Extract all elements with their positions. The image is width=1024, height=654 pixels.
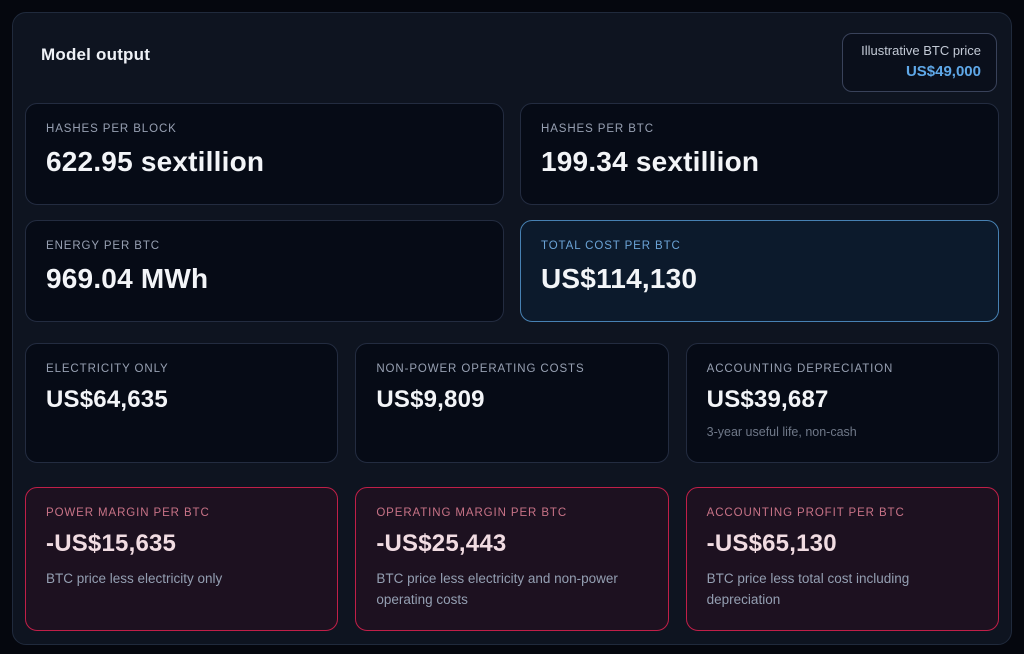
card-operating-margin-per-btc: OPERATING MARGIN PER BTC -US$25,443 BTC … — [355, 487, 669, 631]
card-total-cost-per-btc: TOTAL COST PER BTC US$114,130 — [520, 220, 999, 322]
card-electricity-only: ELECTRICITY ONLY US$64,635 — [25, 343, 339, 463]
card-label: HASHES PER BTC — [541, 123, 654, 135]
card-value: -US$65,130 — [706, 530, 837, 557]
card-note: BTC price less electricity and non-power… — [376, 571, 618, 607]
card-power-margin-per-btc: POWER MARGIN PER BTC -US$15,635 BTC pric… — [25, 487, 339, 631]
btc-price-badge-label: Illustrative BTC price — [861, 43, 981, 58]
card-label: ACCOUNTING DEPRECIATION — [706, 363, 894, 375]
card-note: 3-year useful life, non-cash — [706, 425, 857, 439]
card-accounting-profit-per-btc: ACCOUNTING PROFIT PER BTC -US$65,130 BTC… — [685, 487, 999, 631]
row-cost-breakdown: ELECTRICITY ONLY US$64,635 NON-POWER OPE… — [25, 343, 999, 463]
row-hashes: HASHES PER BLOCK 622.95 sextillion HASHE… — [25, 103, 999, 205]
card-value: US$39,687 — [706, 386, 829, 413]
card-value: 969.04 MWh — [46, 263, 209, 294]
card-value: -US$15,635 — [46, 530, 177, 557]
card-value: 622.95 sextillion — [46, 146, 265, 177]
btc-price-badge: Illustrative BTC price US$49,000 — [842, 33, 997, 92]
card-accounting-depreciation: ACCOUNTING DEPRECIATION US$39,687 3-year… — [685, 343, 999, 463]
card-label: POWER MARGIN PER BTC — [46, 507, 210, 519]
card-label: NON-POWER OPERATING COSTS — [376, 363, 585, 375]
page-title: Model output — [41, 45, 151, 64]
card-label: ELECTRICITY ONLY — [46, 363, 169, 375]
card-hashes-per-btc: HASHES PER BTC 199.34 sextillion — [520, 103, 999, 205]
card-label: ACCOUNTING PROFIT PER BTC — [706, 507, 905, 519]
card-value: 199.34 sextillion — [541, 146, 760, 177]
card-non-power-operating-costs: NON-POWER OPERATING COSTS US$9,809 — [355, 343, 669, 463]
btc-price-badge-value: US$49,000 — [905, 62, 981, 80]
card-hashes-per-block: HASHES PER BLOCK 622.95 sextillion — [25, 103, 504, 205]
card-value: US$64,635 — [46, 386, 168, 413]
card-note: BTC price less electricity only — [46, 571, 223, 586]
card-value: -US$25,443 — [376, 530, 507, 557]
card-label: ENERGY PER BTC — [46, 240, 160, 252]
row-energy-cost: ENERGY PER BTC 969.04 MWh TOTAL COST PER… — [25, 220, 999, 322]
card-label: TOTAL COST PER BTC — [541, 240, 681, 252]
card-value: US$9,809 — [376, 386, 485, 413]
card-energy-per-btc: ENERGY PER BTC 969.04 MWh — [25, 220, 504, 322]
model-output-panel: Model output Illustrative BTC price US$4… — [12, 12, 1012, 645]
panel-header: Model output Illustrative BTC price US$4… — [25, 33, 999, 103]
card-note: BTC price less total cost including depr… — [706, 571, 910, 607]
card-label: HASHES PER BLOCK — [46, 123, 177, 135]
card-value: US$114,130 — [541, 263, 698, 294]
row-margins: POWER MARGIN PER BTC -US$15,635 BTC pric… — [25, 487, 999, 631]
card-label: OPERATING MARGIN PER BTC — [376, 507, 568, 519]
